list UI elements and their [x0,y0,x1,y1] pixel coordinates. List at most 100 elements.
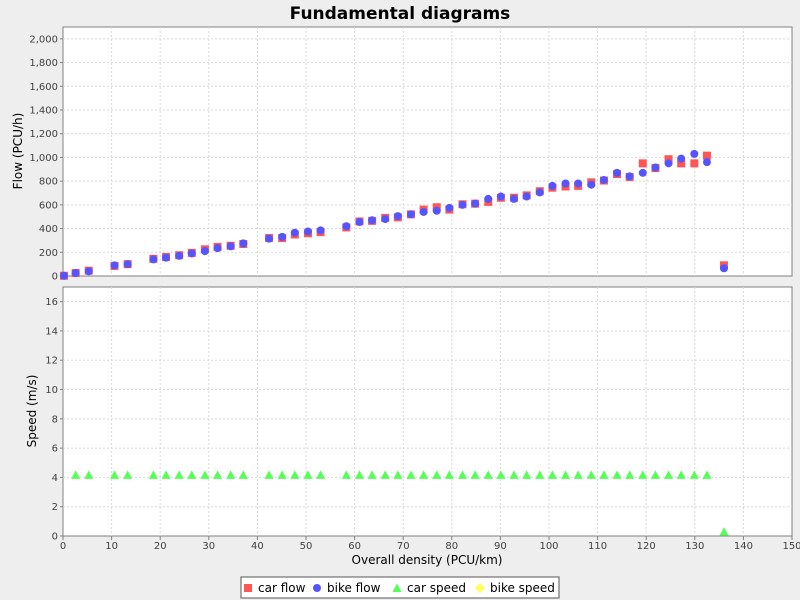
x-tick-label: 110 [588,541,607,552]
bike-flow-point [71,269,80,278]
y-tick-label: 14 [45,326,58,337]
speed-plot-area [62,286,793,537]
y-tick-label: 8 [52,414,58,425]
x-tick-label: 50 [300,541,313,552]
x-tick-label: 0 [60,541,66,552]
bike-flow-point [484,194,493,203]
bike-flow-point [599,175,608,184]
bike-flow-point [162,253,171,262]
x-tick-label: 40 [251,541,264,552]
legend: car flow bike flow car speed bike speed [240,576,560,599]
bike-flow-point [393,212,402,221]
bike-flow-point [613,168,622,177]
car-speed-point [148,470,158,479]
legend-marker-bike-flow [313,584,321,592]
car-speed-point [187,470,197,479]
grid-lines [63,27,792,536]
car-speed-point [161,470,171,479]
bike-flow-point [278,232,287,241]
car-speed-point [561,470,571,479]
bike-flow-point [548,181,557,190]
y-tick-label: 1,800 [29,58,58,69]
car-speed-point [444,470,454,479]
y-tick-label: 1,400 [29,106,58,117]
car-speed-point [238,470,248,479]
bike-flow-point [406,210,415,219]
data-marks [59,149,729,536]
legend-item-car-flow: car flow [244,581,306,595]
car-speed-point [612,470,622,479]
speed-axis-label: Speed (m/s) [25,375,39,448]
car-flow-point [677,159,686,168]
bike-flow-point [719,264,728,273]
car-speed-point [586,470,596,479]
bike-flow-point [303,227,312,236]
car-speed-point [702,470,712,479]
car-speed-point [406,470,416,479]
car-speed-point [341,470,351,479]
y-tick-label: 2 [52,502,58,513]
car-speed-point [226,470,236,479]
x-tick-label: 60 [348,541,361,552]
car-speed-point [380,470,390,479]
flow-axis-label: Flow (PCU/h) [11,113,25,190]
bike-flow-point [200,247,209,256]
car-speed-point [277,470,287,479]
car-speed-point [367,470,377,479]
legend-marker-car-flow [244,584,252,592]
x-axis-label: Overall density (PCU/km) [352,553,503,567]
car-speed-point [71,470,81,479]
bike-flow-point [239,239,248,248]
car-speed-point [316,470,326,479]
y-tick-label: 1,000 [29,153,58,164]
car-speed-point [535,470,545,479]
flow-plot-area [62,26,793,277]
bike-flow-point [187,249,196,258]
bike-flow-point [496,192,505,201]
bike-flow-point [677,154,686,163]
y-tick-label: 1,200 [29,129,58,140]
legend-marker-car-speed [392,583,402,592]
y-tick-label: 2,000 [29,34,58,45]
bike-flow-point [419,207,428,216]
bike-flow-point [510,194,519,203]
bike-flow-point [59,271,68,280]
x-tick-label: 70 [397,541,410,552]
car-speed-point [303,470,313,479]
car-speed-point [457,470,467,479]
y-tick-label: 0 [52,532,58,543]
car-speed-point [573,470,583,479]
bike-flow-point [123,260,132,269]
bike-flow-point [316,226,325,235]
car-speed-point [509,470,519,479]
legend-item-bike-speed: bike speed [475,581,555,595]
x-tick-label: 120 [637,541,656,552]
car-flow-point [638,159,647,168]
bike-flow-point [445,203,454,212]
car-flow-point [664,155,673,164]
bike-flow-point [84,267,93,276]
bike-flow-point [265,234,274,243]
bike-flow-point [471,199,480,208]
y-tick-label: 6 [52,444,58,455]
bike-flow-point [702,158,711,167]
car-speed-point [174,470,184,479]
y-tick-label: 0 [52,272,58,283]
bike-flow-point [574,179,583,188]
bike-flow-point [561,179,570,188]
legend-marker-bike-speed [475,583,485,593]
car-speed-point [213,470,223,479]
car-speed-point [719,527,729,536]
y-tick-label: 800 [39,177,58,188]
y-tick-label: 16 [45,297,58,308]
x-tick-label: 90 [494,541,507,552]
bike-flow-point [690,149,699,158]
car-speed-point [547,470,557,479]
bike-flow-point [587,180,596,189]
legend-label: bike speed [490,581,555,595]
x-tick-label: 80 [445,541,458,552]
y-tick-label: 600 [39,200,58,211]
x-tick-label: 130 [685,541,704,552]
y-tick-label: 400 [39,224,58,235]
bike-flow-point [342,222,351,231]
